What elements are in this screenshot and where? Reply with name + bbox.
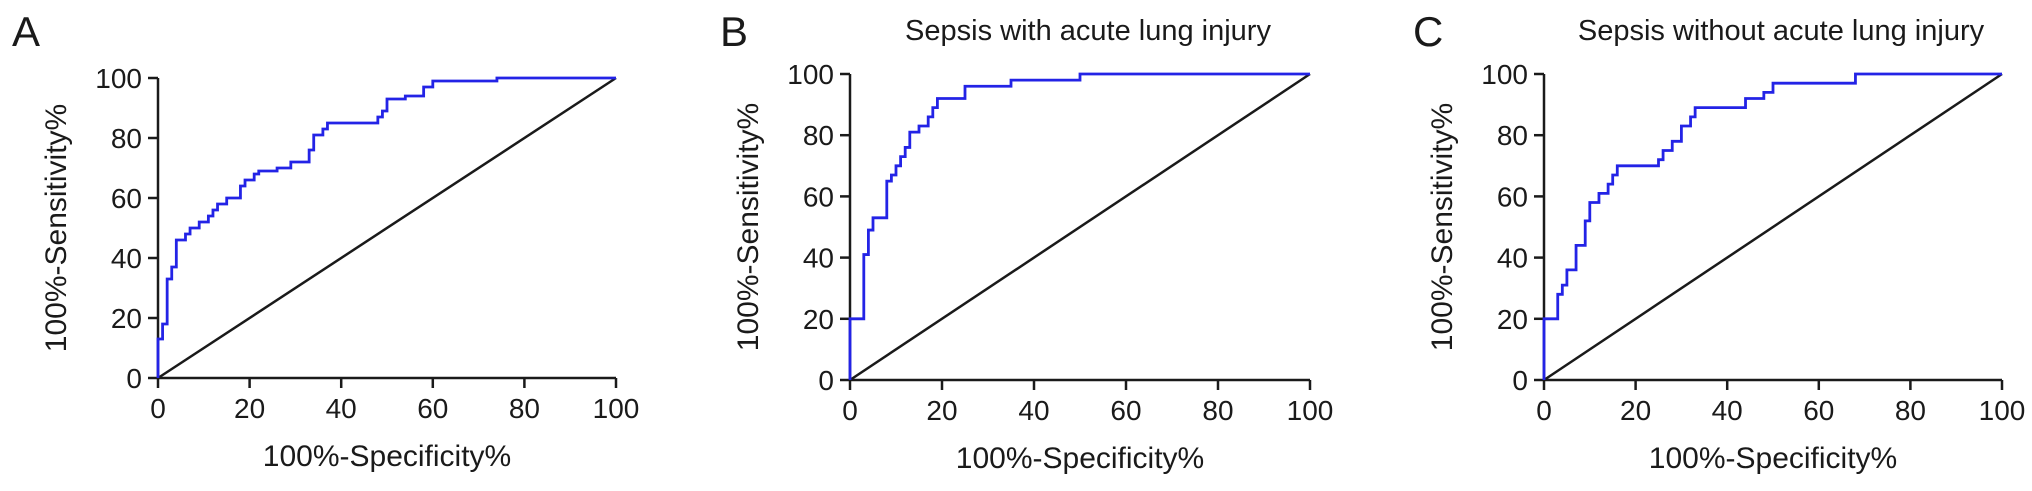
y-tick-label: 60 (803, 181, 834, 212)
x-axis-label: 100%-Specificity% (956, 442, 1204, 475)
x-tick-label: 60 (417, 393, 448, 424)
chart-title: Sepsis with acute lung injury (905, 15, 1271, 47)
x-tick-label: 40 (1018, 395, 1049, 426)
panel-letter: A (12, 8, 40, 55)
x-tick-label: 100 (1979, 395, 2026, 426)
y-axis-label: 100%-Sensitivity% (1426, 103, 1459, 351)
x-axis-label: 100%-Specificity% (263, 440, 511, 473)
x-tick-label: 0 (150, 393, 166, 424)
y-axis-label: 100%-Sensitivity% (732, 103, 765, 351)
x-tick-label: 100 (593, 393, 640, 424)
y-tick-label: 80 (803, 120, 834, 151)
reference-line (849, 72, 1311, 382)
panel-b: B Sepsis with acute lung injury 0 20 40 60 80 1… (720, 8, 1333, 475)
y-tick-label: 60 (111, 183, 142, 214)
x-tick-label: 20 (234, 393, 265, 424)
y-tick-label: 100 (1481, 59, 1528, 90)
x-tick-label: 20 (1620, 395, 1651, 426)
y-axis-label: 100%-Sensitivity% (40, 104, 73, 352)
y-tick-label: 100 (787, 59, 834, 90)
roc-curve (848, 72, 1310, 380)
y-tick-label: 40 (803, 243, 834, 274)
y-tick-label: 40 (111, 243, 142, 274)
y-tick-label: 20 (803, 304, 834, 335)
x-tick-label: 0 (842, 395, 858, 426)
x-axis-label: 100%-Specificity% (1649, 442, 1897, 475)
panel-a: A 0 20 40 60 80 100 0 20 40 60 80 100 100%-Specificit… (12, 8, 639, 473)
x-tick-label: 60 (1110, 395, 1141, 426)
x-tick-label: 40 (1712, 395, 1743, 426)
x-tick-label: 60 (1803, 395, 1834, 426)
y-tick-label: 0 (1512, 365, 1528, 396)
y-tick-label: 80 (1497, 120, 1528, 151)
panel-letter: C (1413, 8, 1443, 55)
y-tick-label: 40 (1497, 243, 1528, 274)
chart-title: Sepsis without acute lung injury (1578, 15, 1985, 47)
y-tick-label: 20 (111, 303, 142, 334)
roc-curve (1542, 72, 2002, 380)
x-tick-label: 80 (509, 393, 540, 424)
x-tick-label: 40 (326, 393, 357, 424)
x-tick-label: 80 (1202, 395, 1233, 426)
y-tick-label: 20 (1497, 304, 1528, 335)
y-tick-label: 80 (111, 123, 142, 154)
x-tick-label: 80 (1895, 395, 1926, 426)
x-tick-label: 0 (1536, 395, 1552, 426)
y-tick-label: 0 (126, 363, 142, 394)
x-tick-label: 100 (1287, 395, 1334, 426)
y-tick-label: 0 (818, 365, 834, 396)
y-tick-label: 100 (95, 63, 142, 94)
panel-c: C Sepsis without acute lung injury 0 20 40 60… (1413, 8, 2025, 475)
roc-curve (156, 76, 616, 378)
y-tick-label: 60 (1497, 181, 1528, 212)
panel-letter: B (720, 8, 748, 55)
reference-line (157, 76, 617, 380)
x-tick-label: 20 (926, 395, 957, 426)
reference-line (1543, 72, 2003, 382)
